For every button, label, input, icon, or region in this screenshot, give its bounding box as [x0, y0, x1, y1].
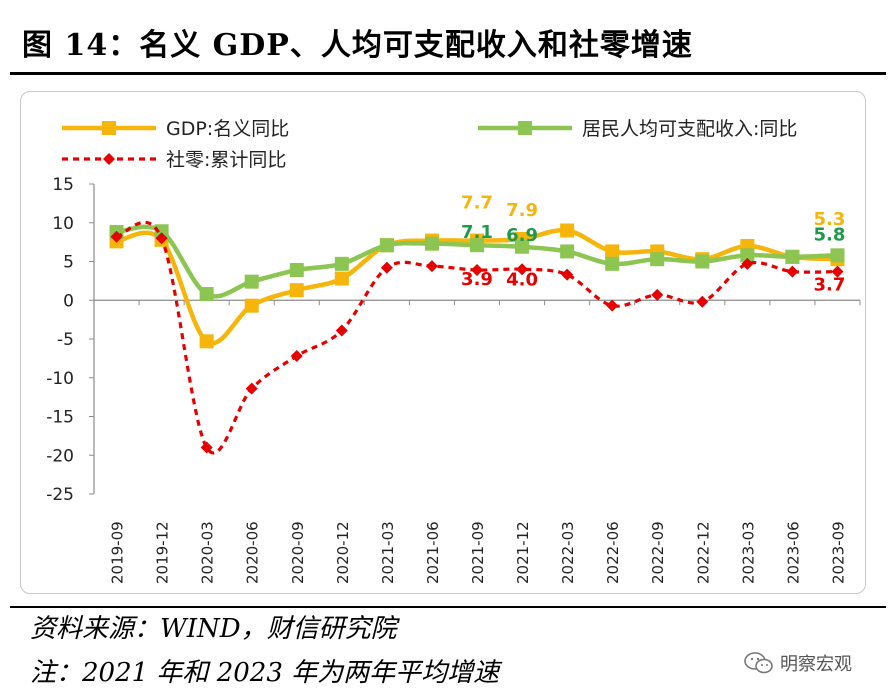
data-point [154, 224, 169, 239]
data-point [379, 238, 394, 253]
data-label: 5.3 [814, 209, 846, 230]
data-point [741, 257, 754, 270]
data-label: 6.9 [506, 225, 538, 246]
data-point [515, 239, 530, 254]
x-tick-label: 2020-06 [244, 521, 262, 584]
x-tick-label: 2019-12 [154, 521, 172, 584]
footer-rule [10, 606, 886, 608]
chart-axes: 15 10 5 0 -5 -10 -15 -20 -25 2019-09 2019-12 2020-0… [46, 175, 861, 584]
data-point [424, 236, 439, 251]
data-point [245, 382, 258, 395]
x-tick-label: 2022-09 [649, 521, 667, 584]
data-point [696, 295, 709, 308]
data-point [334, 256, 349, 271]
data-point [561, 268, 574, 281]
x-tick-label: 2022-03 [559, 521, 577, 584]
data-point [200, 441, 213, 454]
data-point [110, 230, 123, 243]
data-point [786, 265, 799, 278]
legend-label: 社零:累计同比 [166, 149, 286, 171]
x-tick-label: 2023-06 [784, 521, 802, 584]
y-tick-label: -5 [57, 330, 74, 350]
figure-title: 图 14：名义 GDP、人均可支配收入和社零增速 [22, 28, 693, 63]
data-point [380, 261, 393, 274]
data-point [199, 334, 214, 349]
chart-plot-area [109, 220, 845, 455]
data-point [155, 232, 168, 245]
data-point [651, 288, 664, 301]
data-point [425, 260, 438, 273]
x-tick-label: 2021-03 [379, 521, 397, 584]
y-tick-label: -10 [46, 369, 74, 389]
data-point [289, 283, 304, 298]
data-point [471, 264, 483, 277]
data-point [605, 244, 620, 259]
x-tick-label: 2021-06 [424, 521, 442, 584]
chart-data-labels: 7.7 7.1 3.9 7.9 6.9 4.0 5.35.8 3.7 [461, 193, 845, 296]
legend-marker [103, 153, 115, 165]
data-point [470, 238, 484, 253]
data-point [740, 248, 755, 263]
data-label: 4.0 [506, 269, 538, 290]
data-point [199, 287, 214, 302]
data-point [289, 263, 304, 278]
data-point [290, 350, 303, 363]
data-point [244, 274, 259, 289]
legend-label: GDP:名义同比 [166, 118, 289, 140]
data-point [334, 271, 349, 286]
data-point [560, 244, 575, 259]
data-label: 7.9 [506, 200, 538, 221]
data-label: 3.9 [461, 269, 493, 290]
y-tick-label: -20 [46, 446, 74, 466]
legend-label: 居民人均可支配收入:同比 [582, 118, 797, 140]
source-note: 资料来源：WIND，财信研究院 [30, 614, 397, 644]
x-tick-label: 2023-09 [829, 521, 847, 584]
wechat-icon [744, 652, 773, 674]
legend-marker [518, 121, 532, 135]
data-label: 7.7 [461, 193, 493, 214]
data-point [830, 248, 845, 263]
watermark: 明察宏观 [744, 646, 890, 680]
data-label: 5.8 [814, 224, 846, 245]
title-rule [10, 72, 886, 75]
x-tick-label: 2021-09 [469, 521, 487, 584]
legend-marker [102, 121, 116, 135]
x-tick-label: 2020-09 [289, 521, 307, 584]
x-tick-label: 2020-03 [199, 521, 217, 584]
x-tick-label: 2021-12 [514, 521, 532, 584]
data-point [244, 298, 259, 313]
x-tick-label: 2020-12 [334, 521, 352, 584]
data-point [560, 223, 575, 238]
y-tick-label: -25 [46, 485, 74, 505]
y-tick-label: 0 [63, 291, 74, 311]
chart-frame [20, 91, 866, 594]
data-label: 3.7 [814, 275, 846, 296]
data-point [785, 249, 800, 264]
data-label: 7.1 [461, 222, 493, 243]
data-point [831, 265, 844, 278]
x-tick-label: 2019-09 [109, 521, 127, 584]
y-tick-label: 15 [52, 175, 74, 195]
watermark-text: 明察宏观 [780, 654, 852, 675]
y-tick-label: -15 [46, 408, 74, 428]
x-tick-label: 2022-12 [694, 521, 712, 584]
data-point [516, 263, 529, 276]
y-tick-label: 5 [63, 253, 74, 273]
data-point [650, 252, 665, 267]
footnote: 注：2021 年和 2023 年为两年平均增速 [30, 658, 500, 688]
data-point [695, 254, 710, 269]
x-tick-label: 2023-03 [739, 521, 757, 584]
data-point [606, 299, 619, 312]
data-point [335, 324, 348, 337]
y-tick-label: 10 [52, 214, 74, 234]
x-tick-label: 2022-06 [604, 521, 622, 584]
data-point [605, 256, 620, 271]
